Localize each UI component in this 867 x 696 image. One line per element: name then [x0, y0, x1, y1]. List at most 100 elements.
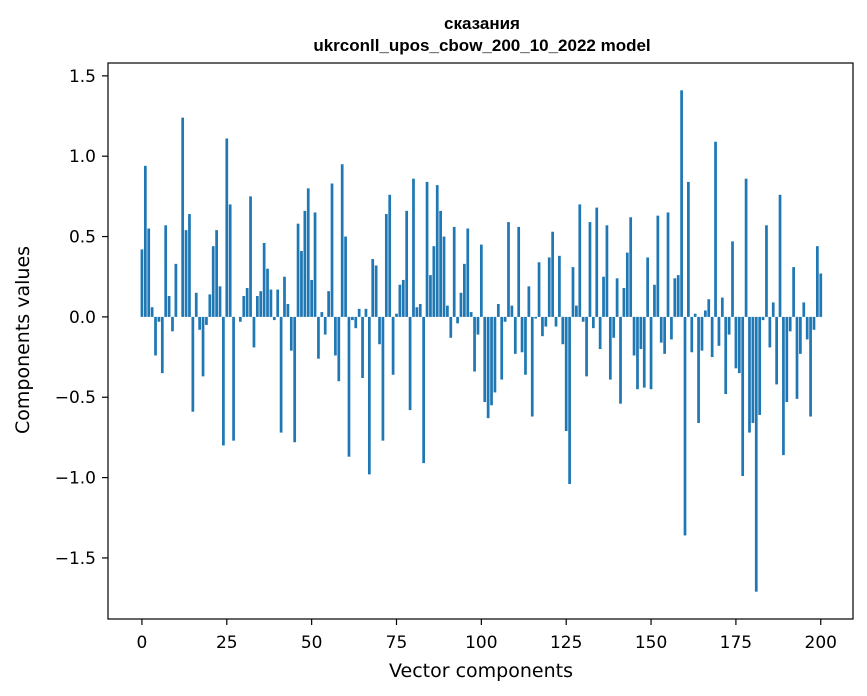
- bar: [734, 316, 738, 369]
- x-tick-label: 150: [635, 633, 667, 653]
- bar: [625, 252, 629, 317]
- bar: [439, 210, 442, 317]
- bar: [513, 316, 517, 354]
- bar: [255, 296, 259, 317]
- bar: [164, 225, 168, 317]
- bar: [381, 316, 385, 441]
- bar: [541, 316, 544, 337]
- bar: [374, 265, 378, 317]
- bar: [391, 316, 395, 375]
- y-tick-label: 1.5: [69, 67, 96, 87]
- bar: [357, 308, 361, 317]
- bar: [619, 316, 622, 404]
- bar: [812, 316, 816, 330]
- bar: [680, 90, 683, 317]
- bar: [395, 313, 398, 317]
- bar: [330, 183, 334, 317]
- bar: [171, 316, 174, 332]
- bar: [222, 316, 225, 446]
- bar: [639, 316, 643, 350]
- bar: [283, 276, 286, 317]
- bar: [819, 273, 823, 317]
- bar: [507, 222, 510, 317]
- bar: [486, 316, 490, 419]
- bar: [737, 316, 741, 374]
- bar: [245, 287, 249, 317]
- bar: [415, 307, 419, 317]
- bar: [239, 316, 242, 322]
- bar: [714, 141, 717, 317]
- bar: [744, 178, 748, 317]
- bars-group: [140, 90, 823, 592]
- bar: [418, 304, 422, 317]
- bar: [575, 305, 578, 317]
- y-tick-label: −1.5: [55, 549, 96, 569]
- bar: [792, 267, 795, 317]
- bar: [211, 246, 215, 317]
- bar: [500, 316, 504, 380]
- bar: [809, 316, 812, 417]
- bar: [517, 226, 521, 317]
- bar: [568, 316, 571, 485]
- chart-title: сказания: [444, 14, 520, 33]
- bar: [503, 316, 507, 322]
- bar: [317, 316, 320, 359]
- bar: [422, 316, 426, 464]
- bar: [530, 316, 534, 417]
- bar: [700, 316, 704, 351]
- x-tick-label: 100: [465, 633, 497, 653]
- bar: [334, 316, 337, 356]
- bar: [361, 316, 364, 378]
- bar: [547, 257, 551, 317]
- chart-subtitle: ukrconll_upos_cbow_200_10_2022 model: [313, 36, 650, 55]
- bar: [276, 289, 280, 317]
- bar: [259, 291, 263, 317]
- bar: [805, 316, 809, 340]
- bar: [384, 214, 388, 317]
- bar: [279, 316, 283, 433]
- bar: [198, 316, 201, 330]
- bar: [367, 316, 371, 475]
- bar: [347, 316, 351, 457]
- bar: [340, 164, 344, 317]
- bar: [313, 212, 317, 317]
- bar: [595, 207, 599, 317]
- bar: [459, 292, 463, 317]
- bar: [140, 249, 144, 317]
- bar: [479, 244, 483, 317]
- bar: [564, 316, 568, 431]
- bar: [174, 263, 178, 317]
- bar: [154, 316, 157, 356]
- bar: [663, 316, 666, 354]
- bar: [558, 255, 561, 317]
- bar: [449, 316, 453, 338]
- bar: [432, 246, 436, 317]
- x-tick-label: 75: [386, 633, 408, 653]
- y-axis-label: Components values: [12, 246, 34, 434]
- x-tick-label: 200: [805, 633, 837, 653]
- bar: [816, 246, 819, 317]
- bar: [320, 312, 324, 317]
- bar: [605, 225, 609, 317]
- bar: [656, 215, 660, 317]
- bar: [802, 302, 806, 317]
- bar: [289, 316, 293, 351]
- bar: [446, 305, 449, 317]
- bar: [398, 284, 402, 317]
- bar: [748, 316, 751, 433]
- bar: [147, 228, 151, 317]
- bar: [266, 268, 269, 317]
- bar: [670, 316, 673, 340]
- bar: [452, 226, 456, 317]
- bar: [561, 316, 565, 345]
- bar: [435, 185, 439, 317]
- bar: [771, 302, 775, 317]
- bar: [524, 316, 527, 375]
- bar: [758, 316, 762, 415]
- bar: [765, 225, 768, 317]
- bar: [310, 279, 314, 317]
- bar: [578, 204, 582, 317]
- bar: [676, 275, 680, 317]
- bar: [208, 294, 212, 317]
- y-tick-label: −0.5: [55, 388, 96, 408]
